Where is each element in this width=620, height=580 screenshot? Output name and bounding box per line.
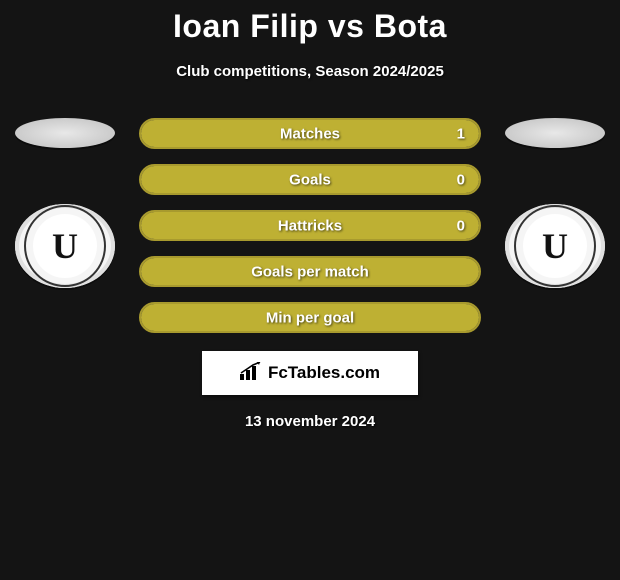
brand-text: FcTables.com [268, 363, 380, 383]
stat-bar: Min per goal [139, 302, 481, 333]
main-layout: U Matches 1 Goals 0 Hattricks 0 Goals per matc… [0, 118, 620, 430]
stat-value: 0 [457, 217, 465, 234]
stat-bar: Hattricks 0 [139, 210, 481, 241]
stat-value: 1 [457, 125, 465, 142]
subtitle: Club competitions, Season 2024/2025 [176, 63, 444, 80]
stat-bar: Goals 0 [139, 164, 481, 195]
stat-label: Matches [280, 125, 340, 142]
date-text: 13 november 2024 [245, 413, 375, 430]
club-badge-right: U [505, 204, 605, 288]
stat-bar: Matches 1 [139, 118, 481, 149]
stat-value: 0 [457, 171, 465, 188]
stats-column: Matches 1 Goals 0 Hattricks 0 Goals per match M… [139, 118, 481, 430]
stat-label: Goals [289, 171, 331, 188]
player-avatar-placeholder-right [505, 118, 605, 148]
stat-label: Goals per match [251, 263, 369, 280]
club-badge-left: U [15, 204, 115, 288]
stat-bar: Goals per match [139, 256, 481, 287]
player-avatar-placeholder-left [15, 118, 115, 148]
comparison-panel: Ioan Filip vs Bota Club competitions, Se… [0, 0, 620, 430]
club-badge-letter: U [523, 214, 587, 278]
club-badge-letter: U [33, 214, 97, 278]
stat-label: Hattricks [278, 217, 342, 234]
left-player-column: U [10, 118, 120, 288]
brand-chart-icon [240, 362, 262, 385]
stats-block: Matches 1 Goals 0 Hattricks 0 Goals per match M… [139, 118, 481, 333]
stat-label: Min per goal [266, 309, 354, 326]
right-player-column: U [500, 118, 610, 288]
brand-badge: FcTables.com [202, 351, 418, 395]
page-title: Ioan Filip vs Bota [173, 8, 447, 45]
